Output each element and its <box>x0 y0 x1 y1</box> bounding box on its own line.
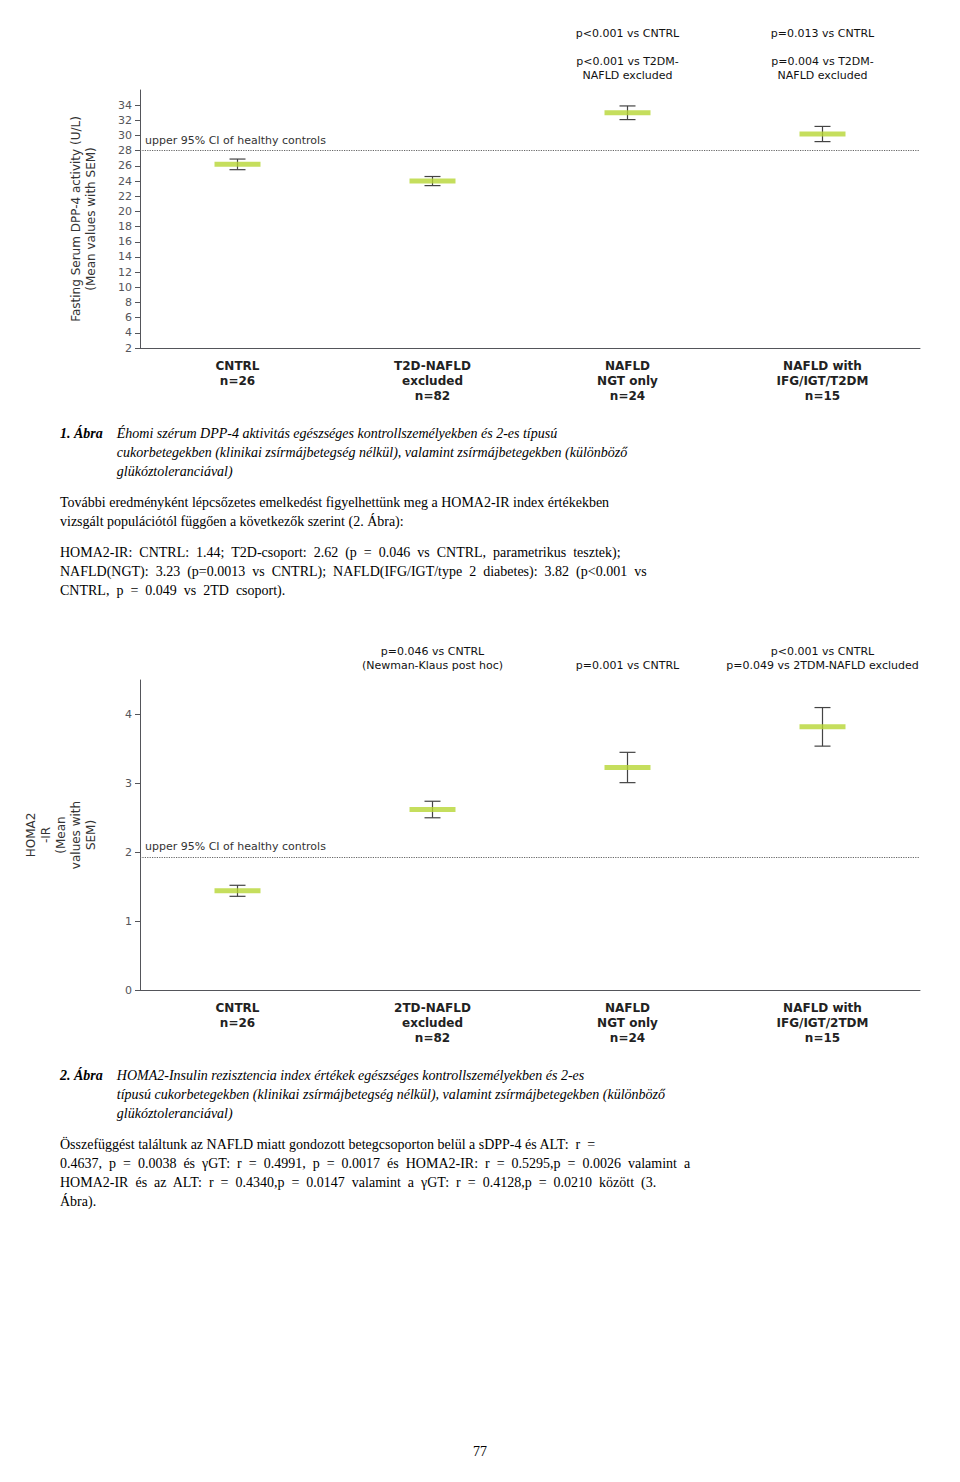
html-text:HOMA2-Insulin rezisztencia ind: HOMA2-Insulin rezisztencia index értékek… <box>116 1068 665 1121</box>
html-text:Összefüggést találtunk az NAFL: Összefüggést találtunk az NAFLD miatt go… <box>60 1137 691 1209</box>
svg-text:2TD-NAFLD: 2TD-NAFLD <box>394 1001 471 1015</box>
svg-text:NAFLD excluded: NAFLD excluded <box>778 69 868 82</box>
svg-text:p=0.049 vs 2TDM-NAFLD excluded: p=0.049 vs 2TDM-NAFLD excluded <box>726 659 918 672</box>
svg-text:12: 12 <box>118 266 132 279</box>
svg-text:p<0.001 vs CNTRL: p<0.001 vs CNTRL <box>576 27 680 40</box>
html-text:HOMA2-IR: CNTRL: 1.44; T2D-cso: HOMA2-IR: CNTRL: 1.44; T2D-csoport: 2.62… <box>60 545 647 598</box>
svg-text:T2D-NAFLD: T2D-NAFLD <box>394 359 471 373</box>
html-text:További eredményként lépcsőzet: További eredményként lépcsőzetes emelked… <box>60 495 610 529</box>
svg-text:(Newman-Klaus post hoc): (Newman-Klaus post hoc) <box>362 659 503 672</box>
svg-text:NAFLD with: NAFLD with <box>783 359 862 373</box>
svg-text:n=15: n=15 <box>805 389 840 403</box>
svg-text:2: 2 <box>125 846 132 859</box>
svg-text:4: 4 <box>125 326 132 339</box>
svg-text:1: 1 <box>125 915 132 928</box>
svg-text:IFG/IGT/T2DM: IFG/IGT/T2DM <box>776 374 868 388</box>
svg-text:excluded: excluded <box>402 374 463 388</box>
svg-text:n=26: n=26 <box>220 1016 255 1030</box>
svg-text:n=15: n=15 <box>805 1031 840 1045</box>
svg-text:10: 10 <box>118 281 132 294</box>
svg-text:upper 95% CI of healthy contro: upper 95% CI of healthy controls <box>145 134 326 147</box>
svg-text:-IR: -IR <box>39 827 53 843</box>
svg-text:8: 8 <box>125 296 132 309</box>
svg-text:(Mean: (Mean <box>54 816 68 853</box>
svg-text:p<0.001 vs T2DM-: p<0.001 vs T2DM- <box>576 55 679 68</box>
svg-text:NAFLD with: NAFLD with <box>783 1001 862 1015</box>
svg-text:28: 28 <box>118 144 132 157</box>
svg-text:16: 16 <box>118 235 132 248</box>
svg-text:NAFLD: NAFLD <box>605 359 650 373</box>
svg-text:CNTRL: CNTRL <box>216 359 260 373</box>
svg-text:n=24: n=24 <box>610 389 645 403</box>
html-text:2. Ábra: 2. Ábra <box>60 1068 103 1083</box>
svg-text:26: 26 <box>118 159 132 172</box>
svg-text:p<0.001 vs CNTRL: p<0.001 vs CNTRL <box>771 645 875 658</box>
svg-text:30: 30 <box>118 129 132 142</box>
svg-text:NGT only: NGT only <box>597 1016 658 1030</box>
svg-text:NAFLD excluded: NAFLD excluded <box>583 69 673 82</box>
svg-text:n=24: n=24 <box>610 1031 645 1045</box>
svg-text:CNTRL: CNTRL <box>216 1001 260 1015</box>
svg-text:20: 20 <box>118 205 132 218</box>
svg-text:n=82: n=82 <box>415 389 450 403</box>
svg-text:NAFLD: NAFLD <box>605 1001 650 1015</box>
svg-text:excluded: excluded <box>402 1016 463 1030</box>
svg-text:IFG/IGT/2TDM: IFG/IGT/2TDM <box>776 1016 868 1030</box>
svg-text:n=82: n=82 <box>415 1031 450 1045</box>
svg-text:32: 32 <box>118 114 132 127</box>
svg-text:values with: values with <box>69 801 83 869</box>
svg-text:(Mean values with SEM): (Mean values with SEM) <box>84 147 98 291</box>
svg-text:0: 0 <box>125 984 132 997</box>
svg-text:24: 24 <box>118 175 132 188</box>
svg-text:n=26: n=26 <box>220 374 255 388</box>
html-text:1. Ábra: 1. Ábra <box>60 426 103 441</box>
svg-text:p=0.046 vs CNTRL: p=0.046 vs CNTRL <box>381 645 485 658</box>
html-text:77: 77 <box>473 1444 487 1459</box>
svg-text:HOMA2: HOMA2 <box>24 813 38 858</box>
svg-text:3: 3 <box>125 777 132 790</box>
svg-text:6: 6 <box>125 311 132 324</box>
svg-text:34: 34 <box>118 99 132 112</box>
svg-text:NGT only: NGT only <box>597 374 658 388</box>
svg-text:p=0.004 vs T2DM-: p=0.004 vs T2DM- <box>771 55 874 68</box>
svg-text:p=0.001 vs CNTRL: p=0.001 vs CNTRL <box>576 659 680 672</box>
svg-text:22: 22 <box>118 190 132 203</box>
svg-text:14: 14 <box>118 250 132 263</box>
html-text:Éhomi szérum DPP-4 aktivitás e: Éhomi szérum DPP-4 aktivitás egészséges … <box>116 426 628 479</box>
svg-text:p=0.013 vs CNTRL: p=0.013 vs CNTRL <box>771 27 875 40</box>
svg-text:SEM): SEM) <box>84 820 98 850</box>
svg-text:4: 4 <box>125 708 132 721</box>
svg-text:Fasting Serum DPP-4 activity (: Fasting Serum DPP-4 activity (U/L) <box>69 116 83 322</box>
svg-text:2: 2 <box>125 342 132 355</box>
svg-text:upper 95% CI of healthy contro: upper 95% CI of healthy controls <box>145 840 326 853</box>
svg-text:18: 18 <box>118 220 132 233</box>
